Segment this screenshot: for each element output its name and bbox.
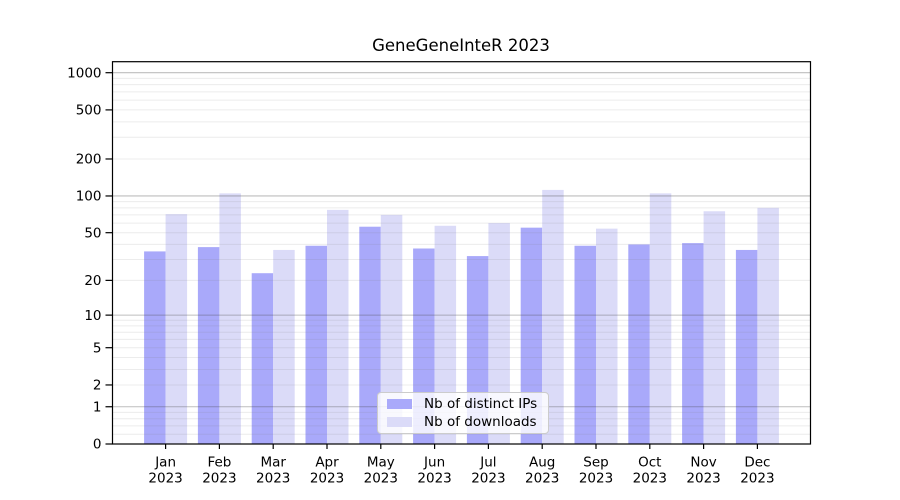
bar-downloads-sep xyxy=(596,228,618,444)
bar-distinct-ips-nov xyxy=(682,243,704,444)
legend-label-downloads: Nb of downloads xyxy=(424,413,537,430)
bar-downloads-apr xyxy=(327,209,349,444)
y-tick-label: 0 xyxy=(93,437,102,453)
bar-downloads-mar xyxy=(273,249,295,444)
x-tick-label-year: 2023 xyxy=(310,471,344,487)
x-tick-label-year: 2023 xyxy=(364,471,398,487)
chart-title: GeneGeneInteR 2023 xyxy=(372,36,550,55)
x-tick-label-year: 2023 xyxy=(740,471,774,487)
legend-swatch-distinct-ips xyxy=(387,399,412,409)
bar-distinct-ips-dec xyxy=(735,249,758,444)
y-tick-label: 500 xyxy=(76,103,102,119)
legend-item-distinct-ips: Nb of distinct IPs xyxy=(387,395,539,412)
x-tick-label-year: 2023 xyxy=(686,471,720,487)
x-tick-label-month: Jul xyxy=(479,455,496,471)
x-tick-label-month: May xyxy=(367,455,395,471)
y-tick-label: 10 xyxy=(84,308,101,324)
x-tick-label-year: 2023 xyxy=(525,471,559,487)
x-tick-label-year: 2023 xyxy=(579,471,613,487)
bar-distinct-ips-apr xyxy=(305,245,327,444)
x-tick-label-year: 2023 xyxy=(633,471,667,487)
legend-swatch-downloads xyxy=(387,417,412,427)
bar-distinct-ips-may xyxy=(359,226,381,444)
bar-distinct-ips-mar xyxy=(251,273,274,444)
x-tick-label-month: Jan xyxy=(154,455,176,471)
bar-distinct-ips-aug xyxy=(520,227,543,444)
x-tick-label-month: Aug xyxy=(529,455,555,471)
y-tick-label: 1000 xyxy=(67,65,101,81)
x-tick-label-month: Dec xyxy=(744,455,770,471)
bar-downloads-jan xyxy=(165,214,188,444)
x-tick-label-month: Sep xyxy=(583,455,608,471)
x-tick-label-month: Feb xyxy=(207,455,231,471)
bar-downloads-nov xyxy=(703,211,726,444)
y-tick-label: 200 xyxy=(76,152,102,168)
x-tick-label-month: Apr xyxy=(315,455,339,471)
bar-distinct-ips-feb xyxy=(197,247,220,444)
y-tick-label: 20 xyxy=(84,273,101,289)
x-tick-label-month: Jun xyxy=(423,455,445,471)
chart-generated-content: 01251020501002005001000Jan2023Feb2023Mar… xyxy=(67,61,812,487)
x-tick-label-year: 2023 xyxy=(148,471,182,487)
bar-downloads-jun xyxy=(434,225,457,444)
legend-item-downloads: Nb of downloads xyxy=(387,413,539,430)
y-tick-label: 50 xyxy=(84,225,101,241)
bar-distinct-ips-sep xyxy=(574,245,596,444)
bar-distinct-ips-jan xyxy=(144,251,166,444)
bar-distinct-ips-oct xyxy=(628,244,650,444)
legend: Nb of distinct IPs Nb of downloads xyxy=(377,392,549,434)
x-tick-label-year: 2023 xyxy=(417,471,451,487)
bar-downloads-oct xyxy=(649,193,672,444)
y-tick-label: 5 xyxy=(93,340,102,356)
x-tick-label-month: Mar xyxy=(260,455,286,471)
x-tick-label-year: 2023 xyxy=(471,471,505,487)
y-tick-label: 100 xyxy=(76,189,102,205)
y-tick-label: 1 xyxy=(93,399,102,415)
y-tick-label: 2 xyxy=(93,378,102,394)
x-tick-label-year: 2023 xyxy=(256,471,290,487)
bar-downloads-feb xyxy=(219,193,241,444)
bar-downloads-jul xyxy=(488,223,510,444)
x-tick-label-month: Oct xyxy=(638,455,661,471)
x-tick-label-month: Nov xyxy=(690,455,716,471)
bar-downloads-dec xyxy=(757,207,779,444)
bar-downloads-may xyxy=(380,214,403,444)
legend-label-distinct-ips: Nb of distinct IPs xyxy=(424,395,538,412)
bar-downloads-aug xyxy=(542,189,564,444)
plot-frame xyxy=(111,61,812,445)
x-tick-label-year: 2023 xyxy=(202,471,236,487)
